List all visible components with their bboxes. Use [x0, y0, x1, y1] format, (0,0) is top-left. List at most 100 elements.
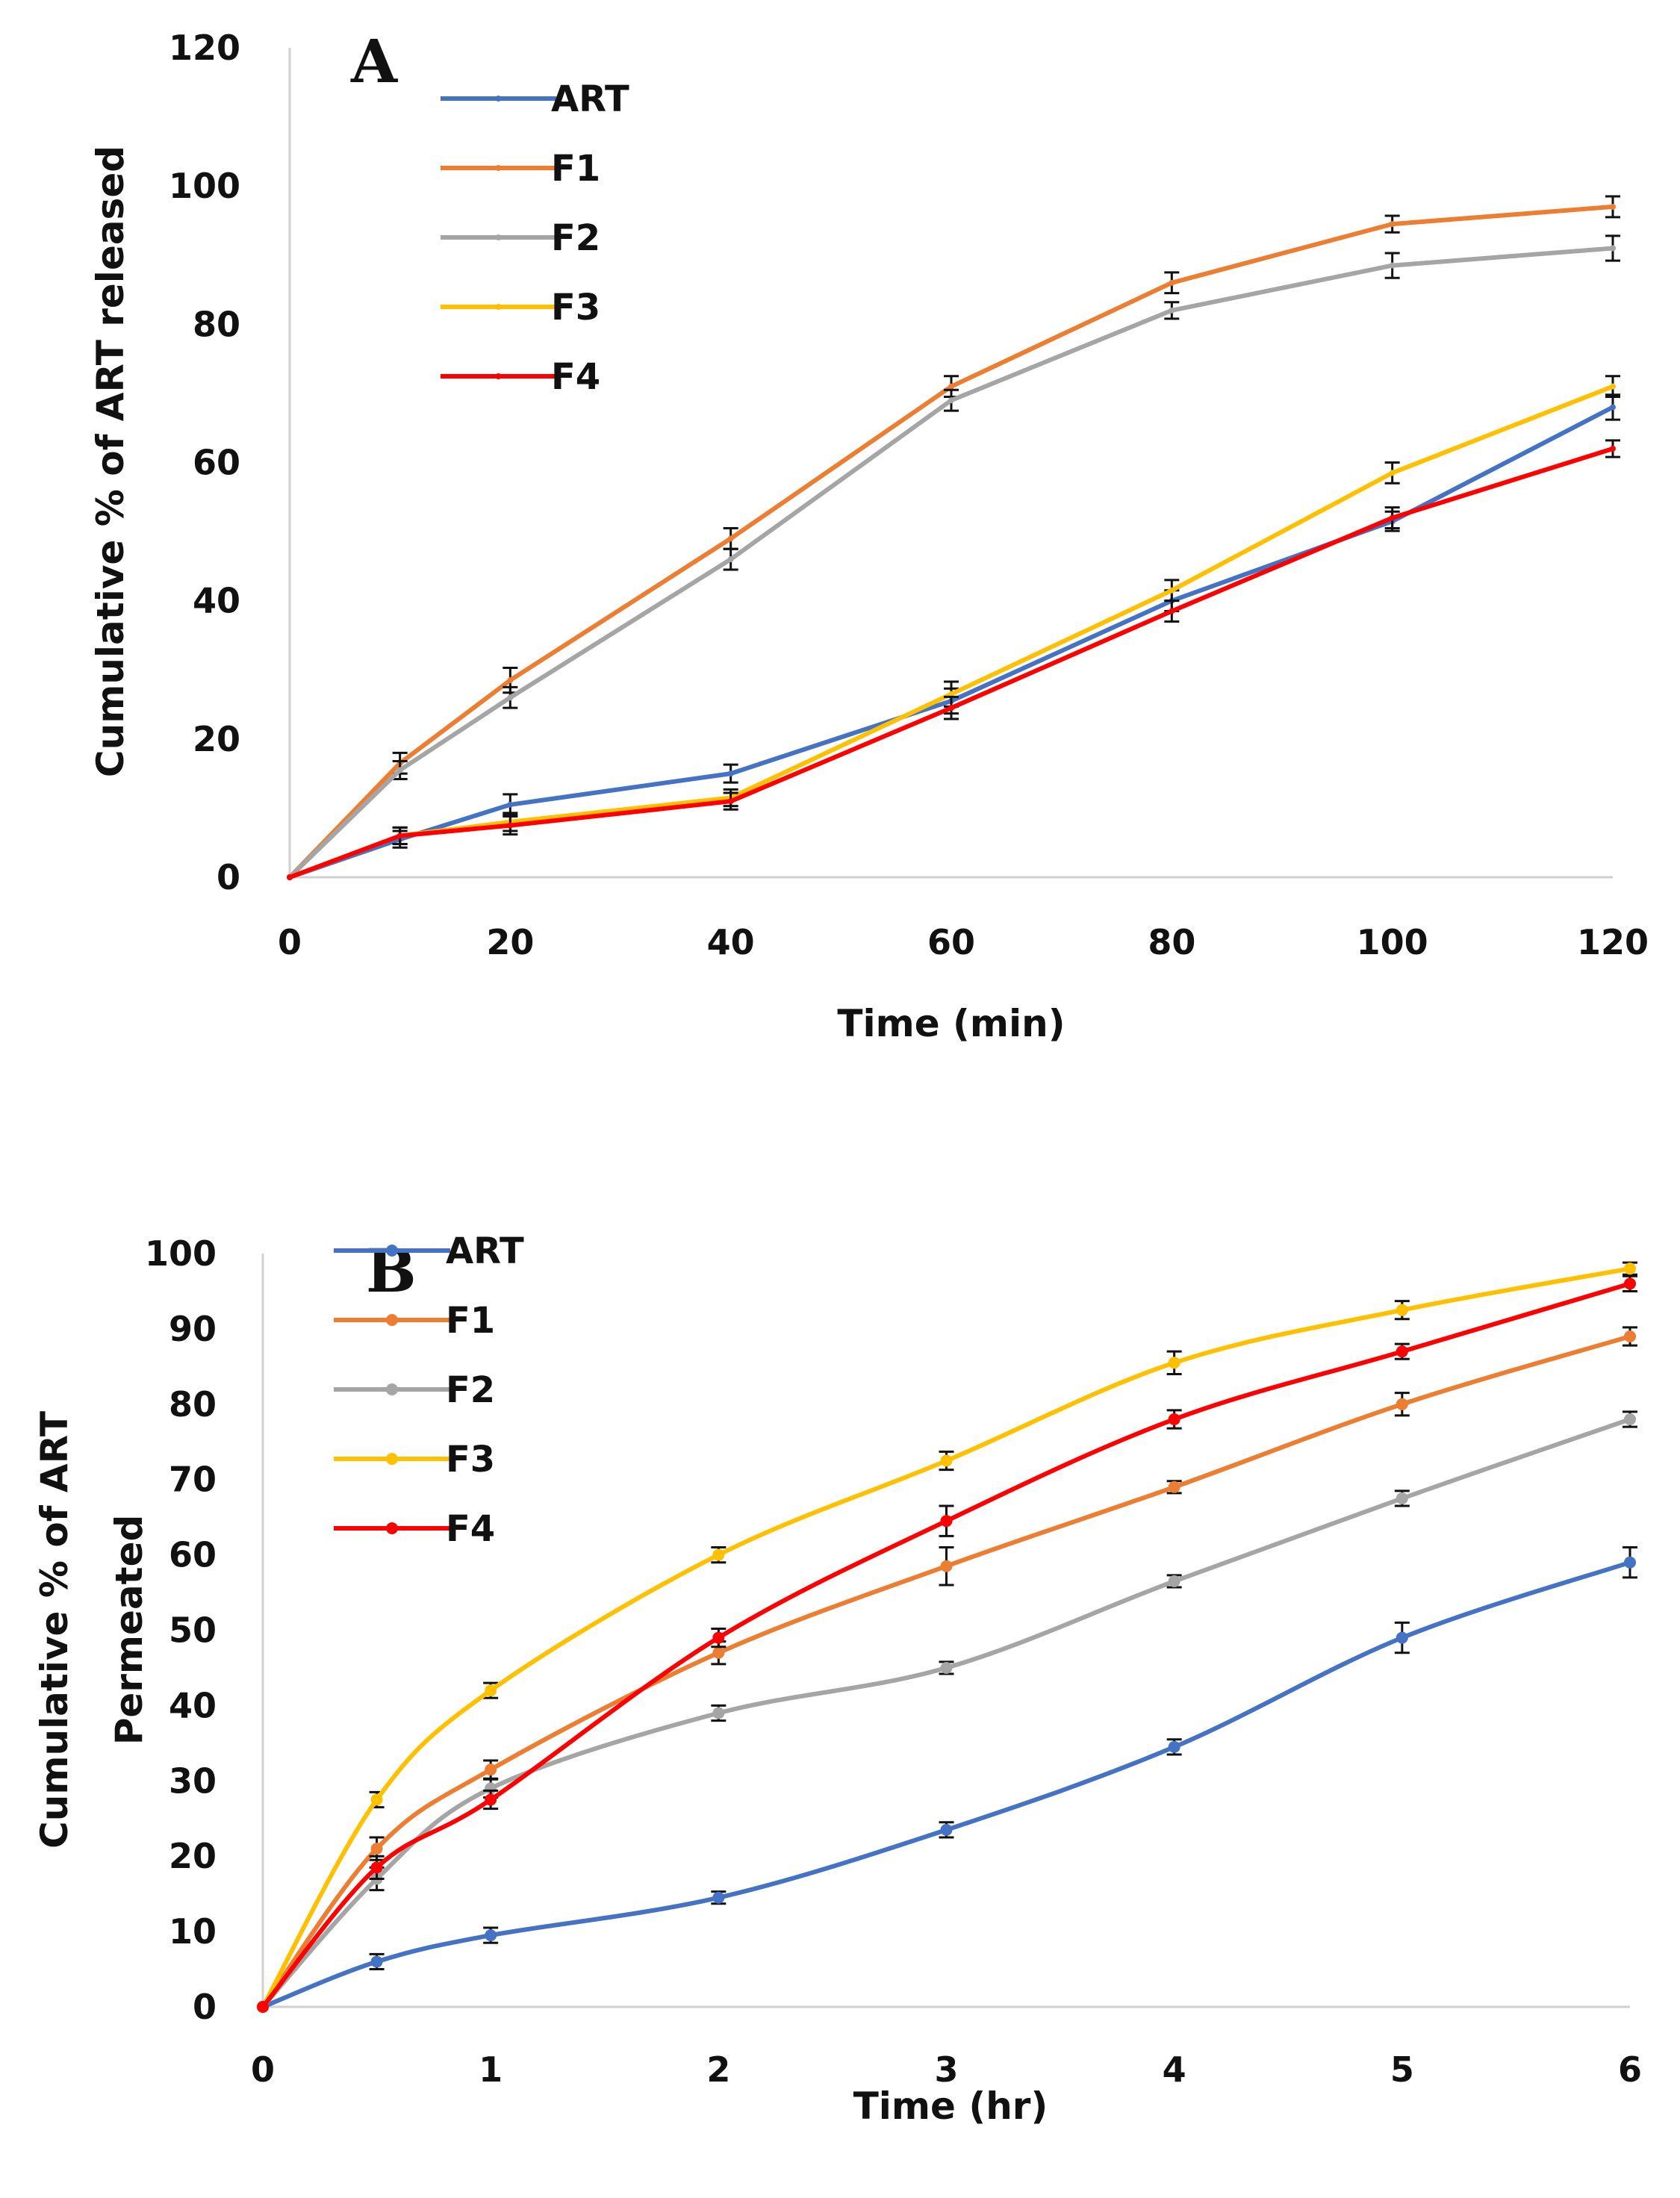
series-line [287, 246, 1615, 879]
x-tick-label: 3 [934, 2049, 958, 2090]
data-point [1169, 587, 1175, 594]
series-art [287, 393, 1620, 880]
data-point [727, 556, 734, 563]
data-point [1396, 1304, 1408, 1316]
data-point [1610, 203, 1616, 210]
y-tick-label: 30 [169, 1760, 217, 1801]
y-tick-label: 90 [169, 1309, 217, 1349]
data-point [1389, 221, 1396, 228]
legend-marker [495, 165, 502, 171]
data-point [485, 1684, 497, 1697]
data-point [1168, 1740, 1180, 1753]
data-point [940, 1560, 953, 1572]
data-point [940, 1454, 953, 1467]
data-point [507, 694, 514, 701]
data-point [287, 874, 293, 880]
data-point [370, 1793, 383, 1806]
data-point [948, 397, 954, 404]
y-axis-title-line: Cumulative % of ART [33, 1411, 76, 1849]
legend-item-f4: F4 [441, 356, 600, 398]
data-point [1168, 1575, 1180, 1587]
data-point [507, 677, 514, 684]
legend-item-f4: F4 [334, 1508, 495, 1550]
y-tick-label: 80 [169, 1384, 217, 1425]
legend-label: F2 [446, 1369, 495, 1411]
data-point [396, 767, 403, 773]
data-point [1389, 514, 1396, 521]
legend-marker [495, 234, 502, 240]
y-tick-label: 100 [169, 166, 240, 206]
y-axis-title: Cumulative % of ART released [89, 146, 132, 777]
legend-item-f1: F1 [334, 1300, 495, 1342]
legend-marker [386, 1453, 398, 1465]
legend-label: F3 [446, 1439, 495, 1481]
x-tick-label: 80 [1148, 922, 1195, 962]
series-f4 [287, 439, 1620, 880]
data-point [1624, 1556, 1636, 1569]
y-tick-label: 40 [193, 581, 240, 621]
series-line [287, 446, 1615, 879]
data-point [1168, 1357, 1180, 1369]
x-tick-label: 100 [1357, 922, 1428, 962]
series-f1 [287, 195, 1620, 880]
y-axis-title-line: Permeated [108, 1515, 151, 1746]
data-point [940, 1661, 953, 1674]
x-tick-label: 120 [1577, 922, 1649, 962]
legend-item-art: ART [441, 78, 629, 120]
legend-item-f3: F3 [334, 1439, 495, 1481]
legend-item-art: ART [334, 1230, 524, 1272]
data-point [1169, 279, 1175, 286]
data-point [712, 1548, 725, 1561]
y-tick-label: 70 [169, 1460, 217, 1500]
data-point [712, 1631, 725, 1644]
y-tick-label: 20 [193, 719, 240, 759]
legend-marker [386, 1314, 398, 1326]
data-point [1168, 1413, 1180, 1425]
series-f2 [287, 234, 1620, 880]
data-point [507, 801, 514, 808]
series-line [261, 1417, 1632, 2009]
x-tick-label: 1 [479, 2049, 503, 2090]
y-tick-label: 50 [169, 1610, 217, 1651]
y-tick-label: 20 [169, 1836, 217, 1876]
x-tick-label: 5 [1390, 2049, 1414, 2090]
data-point [1610, 404, 1616, 411]
legend-label: ART [551, 78, 629, 120]
x-tick-label: 2 [706, 2049, 730, 2090]
data-point [1389, 470, 1396, 476]
legend-item-f3: F3 [441, 287, 600, 329]
chart-b: 0 10 20 30 40 50 60 70 80 90 100 0 1 2 3 4 5 6 Time (hr) Cu… [33, 1230, 1642, 2128]
data-point [1624, 1330, 1636, 1342]
data-point [1610, 383, 1616, 390]
data-point [940, 1515, 953, 1528]
data-point [712, 1707, 725, 1719]
data-point [485, 1793, 497, 1806]
x-tick-label: 20 [486, 922, 534, 962]
series-line [261, 1281, 1632, 2009]
y-axis-title-line: Cumulative % of ART released [89, 146, 132, 777]
x-tick-label: 0 [251, 2049, 275, 2090]
series-line [261, 1334, 1632, 2009]
legend-label: F1 [551, 148, 600, 190]
data-point [1168, 1481, 1180, 1493]
data-point [948, 691, 954, 697]
legend-item-f2: F2 [334, 1369, 495, 1411]
data-point [727, 770, 734, 777]
data-point [370, 1843, 383, 1855]
legend-label: F4 [446, 1508, 495, 1550]
data-point [1610, 445, 1616, 452]
y-tick-label: 0 [193, 1987, 217, 2027]
x-axis-title: Time (min) [837, 1002, 1065, 1045]
data-point [1396, 1398, 1408, 1410]
x-tick-label: 4 [1163, 2049, 1186, 2090]
series-art [257, 1546, 1637, 2013]
legend-marker [495, 373, 502, 379]
y-tick-label: 10 [169, 1911, 217, 1952]
series-f1 [257, 1326, 1637, 2013]
data-point [727, 798, 734, 805]
x-tick-label: 0 [278, 922, 302, 962]
legend-label: F1 [446, 1300, 495, 1342]
data-point [1624, 1263, 1636, 1275]
x-tick-label: 6 [1618, 2049, 1642, 2090]
